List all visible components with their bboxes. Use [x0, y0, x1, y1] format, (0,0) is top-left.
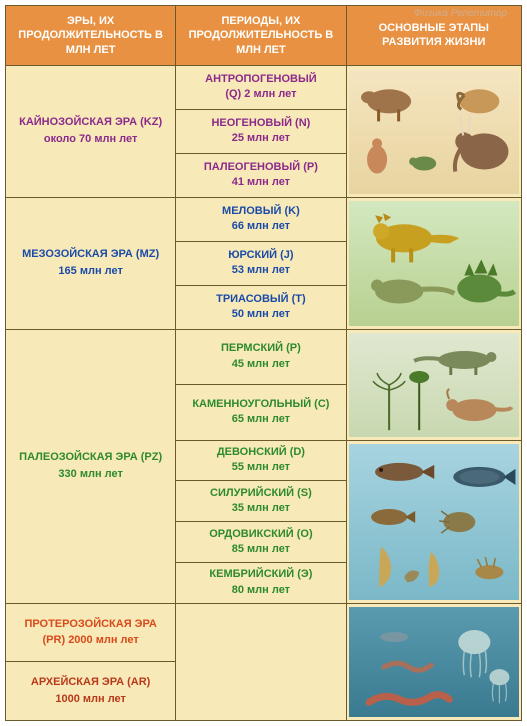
- era-cenozoic: КАЙНОЗОЙСКАЯ ЭРА (KZ) около 70 млн лет: [6, 65, 176, 197]
- period-cambrian: КЕМБРИЙСКИЙ (Э)80 млн лет: [176, 562, 346, 603]
- era-proterozoic: ПРОТЕРОЗОЙСКАЯ ЭРА (PR) 2000 млн лет: [6, 603, 176, 662]
- scene-paleozoic-upper: [346, 329, 521, 440]
- dinosaurs-illustration: [349, 201, 519, 326]
- period-ordovician: ОРДОВИКСКИЙ (O)85 млн лет: [176, 522, 346, 563]
- jellyfish-worms-illustration: [349, 607, 519, 717]
- period-jurassic: ЮРСКИЙ (J)53 млн лет: [176, 241, 346, 285]
- scene-paleozoic-lower: [346, 440, 521, 603]
- scene-precambrian: [346, 603, 521, 720]
- era-archean: АРХЕЙСКАЯ ЭРА (AR) 1000 млн лет: [6, 662, 176, 721]
- geologic-time-table: ЭРЫ, ИХ ПРОДОЛЖИТЕЛЬНОСТЬ В МЛН ЛЕТ ПЕРИ…: [5, 5, 522, 721]
- scene-cenozoic: [346, 65, 521, 197]
- period-cretaceous: МЕЛОВЫЙ (K)66 млн лет: [176, 197, 346, 241]
- period-triassic: ТРИАСОВЫЙ (T)50 млн лет: [176, 285, 346, 329]
- scene-mesozoic: [346, 197, 521, 329]
- period-permian: ПЕРМСКИЙ (P)45 млн лет: [176, 329, 346, 385]
- period-paleogene: ПАЛЕОГЕНОВЫЙ (P)41 млн лет: [176, 153, 346, 197]
- era-mesozoic: МЕЗОЗОЙСКАЯ ЭРА (MZ) 165 млн лет: [6, 197, 176, 329]
- era-paleozoic: ПАЛЕОЗОЙСКАЯ ЭРА (PZ) 330 млн лет: [6, 329, 176, 603]
- header-periods: ПЕРИОДЫ, ИХ ПРОДОЛЖИТЕЛЬНОСТЬ В МЛН ЛЕТ: [176, 6, 346, 66]
- period-anthropogene: АНТРОПОГЕНОВЫЙ (Q) 2 млн лет: [176, 65, 346, 109]
- period-carboniferous: КАМЕННОУГОЛЬНЫЙ (C)65 млн лет: [176, 385, 346, 441]
- header-eras: ЭРЫ, ИХ ПРОДОЛЖИТЕЛЬНОСТЬ В МЛН ЛЕТ: [6, 6, 176, 66]
- period-devonian: ДЕВОНСКИЙ (D)55 млн лет: [176, 440, 346, 481]
- mammals-illustration: [349, 69, 519, 194]
- reptiles-plants-illustration: [349, 333, 519, 437]
- period-silurian: СИЛУРИЙСКИЙ (S)35 млн лет: [176, 481, 346, 522]
- periods-precambrian-empty: [176, 603, 346, 720]
- fish-marine-illustration: [349, 444, 519, 600]
- watermark: Физика Репетитор: [414, 8, 507, 19]
- period-neogene: НЕОГЕНОВЫЙ (N)25 млн лет: [176, 109, 346, 153]
